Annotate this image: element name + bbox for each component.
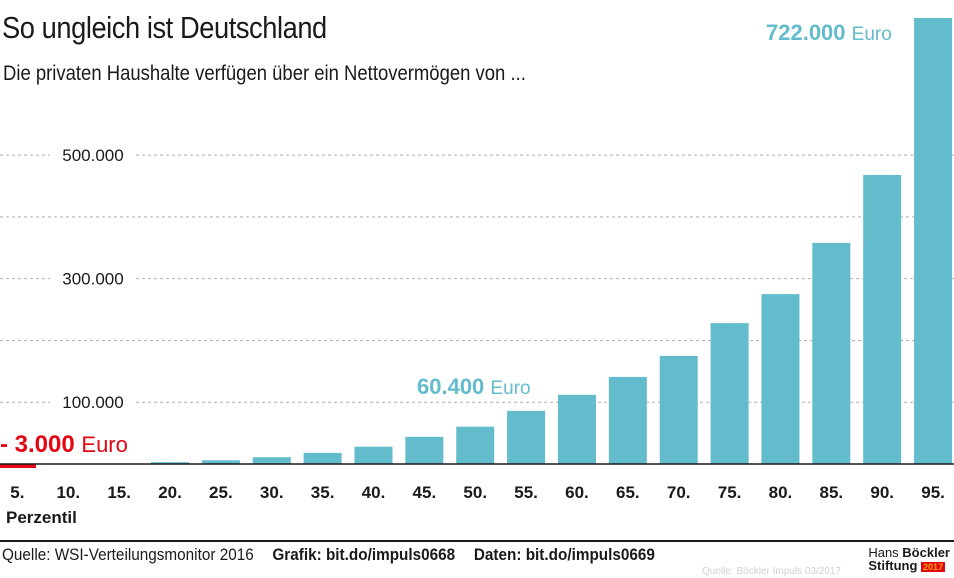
x-tick-label: 10.	[56, 483, 80, 502]
bar	[507, 410, 546, 464]
bar	[354, 446, 393, 464]
x-tick-label: 15.	[107, 483, 131, 502]
x-tick-label: 70.	[667, 483, 691, 502]
footer-divider	[0, 540, 954, 542]
annotation-value: 60.400 Euro	[417, 374, 531, 399]
bar	[151, 462, 190, 464]
bar	[812, 242, 851, 464]
x-tick-label: 5.	[10, 483, 24, 502]
bar	[608, 376, 647, 464]
negative-bar	[0, 464, 36, 468]
bar	[252, 457, 291, 464]
daten-link[interactable]: Daten: bit.do/impuls0669	[473, 545, 655, 564]
y-tick-label: 300.000	[62, 270, 123, 289]
bar	[863, 174, 902, 464]
grafik-link[interactable]: Grafik: bit.do/impuls0668	[272, 545, 456, 564]
x-tick-label: 80.	[769, 483, 793, 502]
source-text: Quelle: WSI-Verteilungsmonitor 2016	[2, 545, 254, 564]
x-tick-label: 85.	[819, 483, 843, 502]
hans-boeckler-logo: Hans Böckler Stiftung 2017	[868, 546, 950, 574]
logo-year: 2017	[921, 562, 946, 572]
y-tick-label: 500.000	[62, 146, 123, 165]
x-tick-label: 25.	[209, 483, 233, 502]
x-tick-label: 75.	[718, 483, 742, 502]
bar	[914, 18, 953, 464]
bar	[761, 294, 800, 464]
watermark: Quelle: Böckler Impuls 03/2017	[702, 566, 841, 577]
annotation-negative: - 3.000 Euro	[0, 431, 128, 458]
bar	[659, 355, 698, 464]
bar-chart: 100.000 300.000 500.000 5. 10. 15. 20. 25. 30. 35…	[0, 18, 954, 527]
x-tick-label: 95.	[921, 483, 945, 502]
bar	[710, 323, 749, 464]
x-tick-label: 45.	[413, 483, 437, 502]
x-tick-label: 50.	[463, 483, 487, 502]
x-tick-label: 65.	[616, 483, 640, 502]
bar	[557, 394, 596, 464]
footer: Quelle: WSI-Verteilungsmonitor 2016 Graf…	[2, 545, 655, 565]
x-tick-label: 30.	[260, 483, 284, 502]
x-tick-label: 20.	[158, 483, 182, 502]
annotation-value: 722.000 Euro	[766, 20, 892, 45]
y-tick-label: 100.000	[62, 393, 123, 412]
bar	[201, 460, 240, 464]
x-tick-label: 90.	[870, 483, 894, 502]
logo-text: Stiftung	[868, 558, 918, 573]
logo-text: Hans	[868, 545, 903, 560]
chart-subtitle: Die privaten Haushalte verfügen über ein…	[3, 62, 526, 85]
chart-title: So ungleich ist Deutschland	[2, 10, 327, 45]
bar	[456, 426, 495, 464]
x-tick-label: 55.	[514, 483, 538, 502]
logo-text: Böckler	[902, 545, 950, 560]
x-axis-title: Perzentil	[6, 508, 77, 527]
bar	[303, 452, 342, 464]
x-tick-label: 40.	[362, 483, 386, 502]
x-tick-label: 60.	[565, 483, 589, 502]
bar	[405, 436, 444, 464]
x-tick-label: 35.	[311, 483, 335, 502]
